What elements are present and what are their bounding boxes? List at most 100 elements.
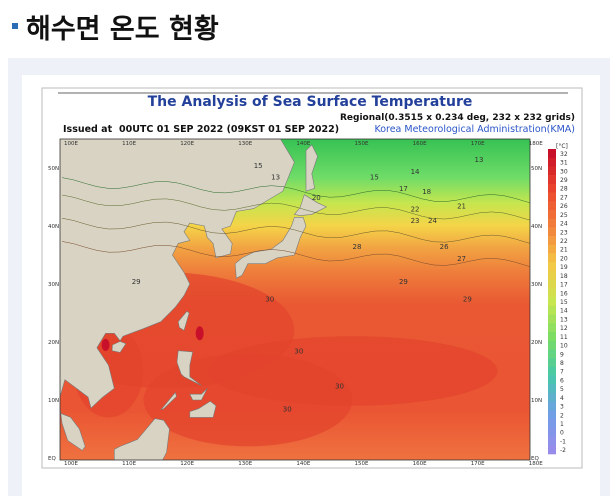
- scale-swatch: [548, 410, 556, 420]
- contour-label: 13: [271, 174, 280, 182]
- scale-label: 17: [560, 282, 568, 289]
- issued-time: 00UTC 01 SEP 2022 (09KST 01 SEP 2022): [119, 124, 339, 135]
- lon-label: 100E: [64, 141, 78, 147]
- contour-label: 15: [254, 162, 263, 170]
- scale-swatch: [548, 192, 556, 202]
- scale-label: 5: [560, 386, 564, 393]
- lat-label: 20N: [48, 340, 59, 346]
- contour-label: 30: [335, 382, 344, 390]
- lon-label: 170E: [471, 141, 485, 147]
- map-area: 15 13 15 14 13 17 18 20 21 22 23 24 26 28 27 29 30 29 30 30…: [60, 139, 530, 460]
- scale-label: 4: [560, 395, 564, 402]
- lat-label: EQ: [531, 456, 539, 462]
- scale-swatch: [548, 445, 556, 455]
- lon-label: 130E: [238, 461, 252, 467]
- scale-label: 23: [560, 229, 568, 236]
- contour-label: 30: [265, 295, 274, 303]
- bullet: [12, 23, 18, 29]
- lon-label: 150E: [355, 461, 369, 467]
- map-title: The Analysis of Sea Surface Temperature: [148, 94, 473, 110]
- lon-label: 160E: [413, 461, 427, 467]
- contour-label: 15: [370, 174, 379, 182]
- scale-swatch: [548, 436, 556, 446]
- scale-label: 7: [560, 369, 564, 376]
- scale-label: 27: [560, 194, 568, 201]
- land: [189, 388, 208, 401]
- lat-label: 40N: [531, 224, 542, 230]
- land: [305, 144, 318, 192]
- scale-swatch: [548, 183, 556, 193]
- hot-spot: [195, 326, 204, 341]
- scale-swatch: [548, 349, 556, 359]
- scale-swatch: [548, 218, 556, 228]
- lon-label: 120E: [180, 141, 194, 147]
- contour-label: 29: [132, 278, 141, 286]
- contour-label: 29: [399, 278, 408, 286]
- scale-swatch: [548, 427, 556, 437]
- land: [234, 217, 307, 279]
- scale-label: 16: [560, 290, 568, 297]
- scale-swatch: [548, 175, 556, 185]
- scale-swatch: [548, 236, 556, 246]
- scale-swatch: [548, 305, 556, 315]
- scale-label: 19: [560, 264, 568, 271]
- scale-label: 22: [560, 238, 568, 245]
- contour-line: [61, 241, 530, 267]
- land: [111, 341, 127, 353]
- scale-swatch: [548, 201, 556, 211]
- land: [293, 194, 328, 216]
- scale-label: 24: [560, 221, 568, 228]
- header: 해수면 온도 현황: [12, 6, 219, 46]
- contour-label: 26: [440, 243, 449, 251]
- contour-label: 27: [457, 255, 466, 263]
- contour-label: 24: [428, 217, 437, 225]
- scale-swatch: [548, 340, 556, 350]
- lat-label: 10N: [531, 398, 542, 404]
- lat-label: 40N: [48, 224, 59, 230]
- scale-swatch: [548, 149, 556, 159]
- contour-line: [61, 217, 530, 244]
- contour-label: 14: [411, 168, 420, 176]
- contour-label: 17: [399, 185, 408, 193]
- contour-label: 21: [457, 203, 466, 211]
- contour-label: 28: [353, 243, 362, 251]
- contour-label: 13: [475, 156, 484, 164]
- scale-label: 30: [560, 168, 568, 175]
- scale-swatch: [548, 271, 556, 281]
- scale-unit: [°C]: [556, 143, 568, 150]
- scale-label: 2: [560, 412, 564, 419]
- land: [114, 418, 170, 460]
- lat-label: EQ: [48, 456, 56, 462]
- scale-swatch: [548, 323, 556, 333]
- lon-label: 180E: [529, 461, 543, 467]
- lat-label: 20N: [531, 340, 542, 346]
- scale-label: 32: [560, 151, 568, 158]
- contour-label: 18: [422, 188, 431, 196]
- scale-label: 12: [560, 325, 568, 332]
- grid-info: Regional(0.3515 x 0.234 deg, 232 x 232 g…: [340, 113, 575, 123]
- scale-swatch: [548, 314, 556, 324]
- lon-label: 130E: [238, 141, 252, 147]
- contour-label: 20: [312, 194, 321, 202]
- scale-label: 31: [560, 160, 568, 167]
- land: [160, 391, 177, 411]
- issued-label: Issued at: [63, 124, 113, 135]
- scale-label: 18: [560, 273, 568, 280]
- scale-label: 3: [560, 404, 564, 411]
- lat-label: 30N: [531, 282, 542, 288]
- land: [176, 350, 202, 386]
- lat-label: 50N: [531, 166, 542, 172]
- lat-label: 50N: [48, 166, 59, 172]
- land: [189, 400, 217, 418]
- map-frame: [59, 138, 531, 461]
- scale-swatch: [548, 419, 556, 429]
- land: [60, 139, 295, 451]
- scale-label: 6: [560, 377, 564, 384]
- scale-swatch: [548, 253, 556, 263]
- scale-swatch: [548, 166, 556, 176]
- page-title: 해수면 온도 현황: [26, 13, 219, 45]
- scale-swatch: [548, 288, 556, 298]
- scale-label: -1: [560, 438, 566, 445]
- scale-swatch: [548, 227, 556, 237]
